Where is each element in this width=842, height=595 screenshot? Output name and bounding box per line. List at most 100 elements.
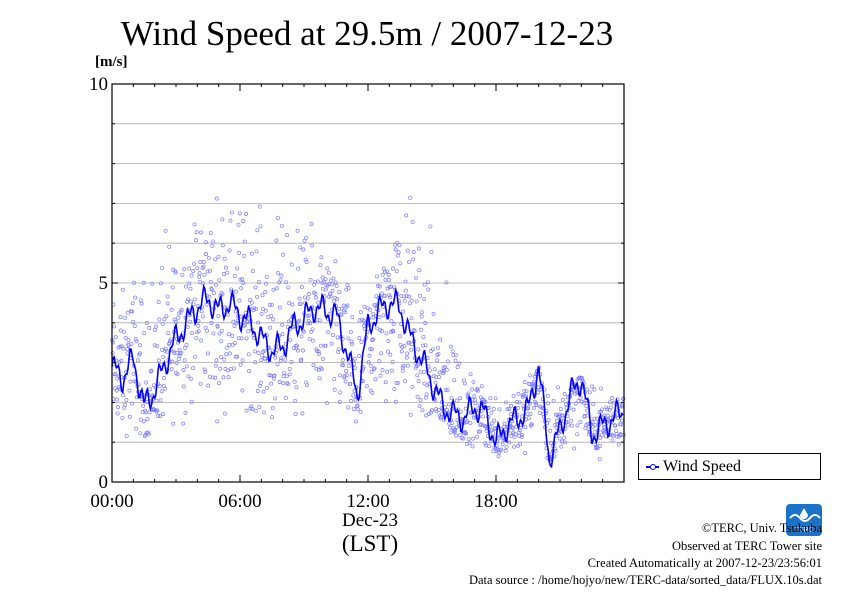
scatter-point — [410, 219, 415, 224]
scatter-point — [512, 444, 517, 449]
scatter-point — [493, 396, 498, 401]
scatter-point — [163, 386, 168, 391]
scatter-point — [299, 284, 304, 289]
scatter-point — [189, 273, 194, 278]
scatter-point — [153, 328, 157, 332]
scatter-point — [160, 321, 165, 326]
scatter-point — [377, 284, 382, 289]
scatter-point — [505, 407, 510, 412]
scatter-point — [377, 315, 382, 320]
scatter-point — [357, 336, 362, 341]
scatter-point — [218, 366, 223, 371]
scatter-point — [370, 390, 375, 395]
scatter-point — [241, 219, 246, 223]
scatter-point — [303, 257, 308, 262]
scatter-point — [133, 337, 138, 342]
scatter-point — [217, 278, 222, 283]
scatter-point — [528, 412, 533, 416]
scatter-point — [431, 374, 436, 379]
scatter-point — [232, 341, 237, 346]
scatter-point — [164, 314, 169, 319]
scatter-point — [215, 324, 220, 329]
scatter-point — [450, 349, 455, 354]
scatter-point — [241, 281, 246, 285]
scatter-point — [237, 250, 241, 255]
scatter-point — [208, 279, 213, 284]
scatter-point — [611, 433, 616, 438]
scatter-point — [196, 329, 201, 334]
scatter-point — [471, 379, 476, 384]
scatter-point — [252, 349, 257, 354]
scatter-point — [194, 230, 199, 235]
scatter-point — [207, 294, 212, 299]
scatter-point — [578, 395, 583, 400]
scatter-point — [352, 356, 357, 361]
scatter-point — [120, 287, 125, 292]
scatter-point — [275, 362, 280, 367]
scatter-point — [422, 381, 427, 386]
scatter-point — [448, 344, 453, 349]
scatter-point — [578, 420, 583, 424]
scatter-point — [259, 358, 264, 363]
scatter-point — [290, 302, 295, 307]
scatter-point — [483, 441, 488, 446]
scatter-point — [226, 332, 231, 337]
scatter-point — [583, 426, 588, 431]
scatter-point — [387, 293, 392, 298]
scatter-point — [421, 369, 426, 374]
scatter-point — [310, 327, 315, 332]
scatter-point — [131, 320, 136, 325]
scatter-point — [232, 324, 237, 328]
scatter-point — [418, 369, 423, 374]
scatter-point — [124, 397, 129, 402]
scatter-point — [227, 343, 232, 347]
scatter-point — [383, 380, 388, 385]
scatter-point — [444, 367, 449, 372]
scatter-point — [262, 356, 267, 361]
scatter-point — [318, 263, 323, 268]
scatter-point — [299, 357, 304, 362]
scatter-point — [411, 250, 416, 254]
scatter-point — [364, 384, 369, 389]
scatter-point — [411, 327, 416, 332]
scatter-point — [264, 274, 269, 279]
scatter-point — [172, 351, 177, 356]
scatter-point — [414, 275, 418, 280]
scatter-point — [116, 405, 120, 410]
scatter-point — [599, 433, 604, 438]
scatter-point — [239, 336, 244, 341]
scatter-point — [401, 309, 406, 314]
scatter-point — [285, 233, 289, 238]
scatter-point — [522, 388, 527, 393]
scatter-point — [347, 359, 352, 364]
scatter-point — [462, 381, 467, 386]
scatter-point — [257, 405, 262, 410]
scatter-point — [519, 414, 524, 419]
scatter-point — [475, 434, 479, 439]
scatter-point — [524, 389, 529, 394]
scatter-point — [608, 415, 613, 420]
footer-source: Data source : /home/hojyo/new/TERC-data/… — [468, 573, 822, 587]
scatter-point — [284, 280, 289, 285]
scatter-point — [423, 321, 428, 325]
scatter-point — [380, 329, 384, 333]
scatter-point — [123, 335, 128, 340]
scatter-point — [175, 372, 180, 377]
scatter-point — [145, 417, 150, 421]
scatter-point — [308, 277, 313, 282]
scatter-point — [491, 406, 496, 411]
scatter-point — [237, 211, 242, 216]
scatter-point — [278, 277, 283, 282]
scatter-point — [135, 358, 140, 363]
scatter-point — [434, 407, 439, 412]
axis-tick-labels: 0 5 10 00:00 06:00 12:00 18:00 — [89, 74, 518, 512]
scatter-point — [219, 339, 224, 344]
scatter-point — [156, 358, 161, 363]
scatter-point — [342, 375, 347, 380]
scatter-point — [391, 321, 396, 326]
scatter-point — [513, 432, 518, 437]
scatter-point — [400, 368, 405, 373]
scatter-point — [380, 272, 385, 277]
scatter-point — [507, 440, 512, 445]
scatter-point — [397, 334, 402, 339]
